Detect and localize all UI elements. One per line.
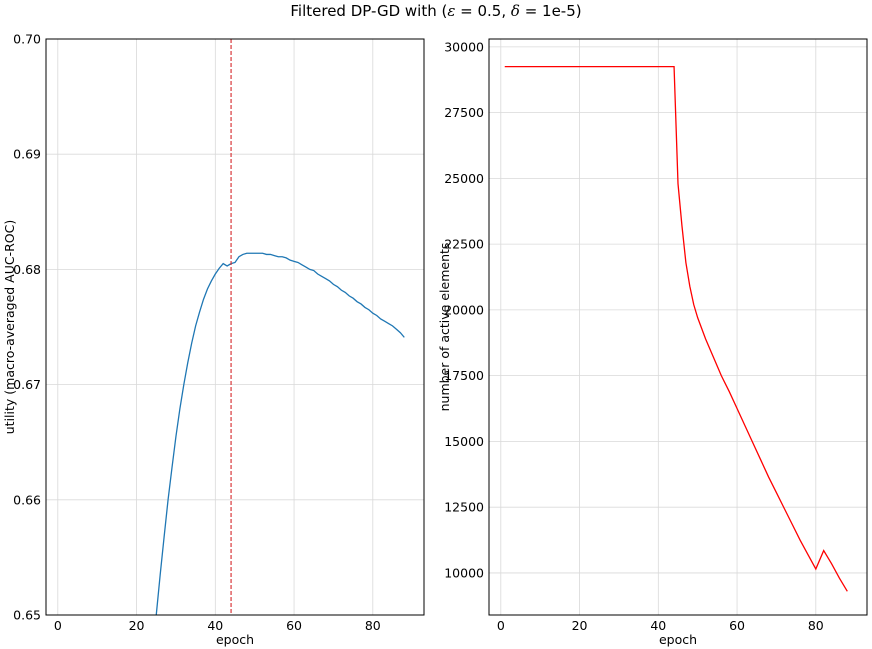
x-tick-label: 40 bbox=[207, 618, 223, 633]
y-tick-label: 22500 bbox=[444, 237, 484, 252]
axes-frame bbox=[45, 38, 425, 616]
x-tick-label: 60 bbox=[286, 618, 302, 633]
y-tick-label: 0.66 bbox=[13, 492, 41, 507]
y-axis-label: number of active elements bbox=[437, 243, 452, 412]
series-line bbox=[504, 65, 848, 592]
x-tick-label: 0 bbox=[497, 618, 505, 633]
series-line bbox=[155, 252, 405, 615]
y-axis-label: utility (macro-averaged AUC-ROC) bbox=[2, 220, 17, 435]
y-tick-label: 15000 bbox=[444, 434, 484, 449]
x-tick-label: 80 bbox=[808, 618, 824, 633]
y-tick-label: 0.67 bbox=[13, 377, 41, 392]
x-tick-label: 80 bbox=[365, 618, 381, 633]
y-tick-label: 30000 bbox=[444, 39, 484, 54]
x-tick-label: 40 bbox=[650, 618, 666, 633]
y-tick-label: 0.68 bbox=[13, 262, 41, 277]
y-tick-label: 0.70 bbox=[13, 32, 41, 47]
y-tick-label: 25000 bbox=[444, 171, 484, 186]
y-tick-label: 10000 bbox=[444, 565, 484, 580]
x-tick-label: 20 bbox=[572, 618, 588, 633]
y-tick-label: 20000 bbox=[444, 302, 484, 317]
figure-title: Filtered DP-GD with (ε = 0.5, δ = 1e-5) bbox=[0, 2, 872, 20]
y-tick-label: 0.69 bbox=[13, 147, 41, 162]
y-tick-label: 0.65 bbox=[13, 608, 41, 623]
left-chart-utility: 0 20 40 60 80 0.65 0.66 0.67 0.68 0.69 0.70 epoch ut… bbox=[2, 32, 425, 647]
title-delta-symbol: δ bbox=[510, 2, 520, 20]
right-chart-active-elements: 0 20 40 60 80 10000 12500 15000 17500 20000 22500 2… bbox=[437, 38, 868, 647]
title-prefix: Filtered DP-GD with ( bbox=[290, 2, 448, 20]
x-axis-label: epoch bbox=[659, 632, 697, 647]
y-tick-label: 12500 bbox=[444, 500, 484, 515]
x-axis-label: epoch bbox=[216, 632, 254, 647]
axes-frame bbox=[488, 38, 868, 616]
title-epsilon-symbol: ε bbox=[447, 2, 456, 20]
plot-area bbox=[155, 39, 405, 615]
y-tick-label: 17500 bbox=[444, 368, 484, 383]
plot-area bbox=[504, 65, 848, 592]
title-delta-value: = 1e-5) bbox=[519, 2, 582, 20]
gridlines bbox=[489, 39, 867, 615]
gridlines bbox=[46, 38, 424, 616]
x-tick-label: 20 bbox=[129, 618, 145, 633]
y-tick-label: 27500 bbox=[444, 105, 484, 120]
x-tick-label: 60 bbox=[729, 618, 745, 633]
title-epsilon-value: = 0.5, bbox=[455, 2, 511, 20]
x-tick-label: 0 bbox=[54, 618, 62, 633]
